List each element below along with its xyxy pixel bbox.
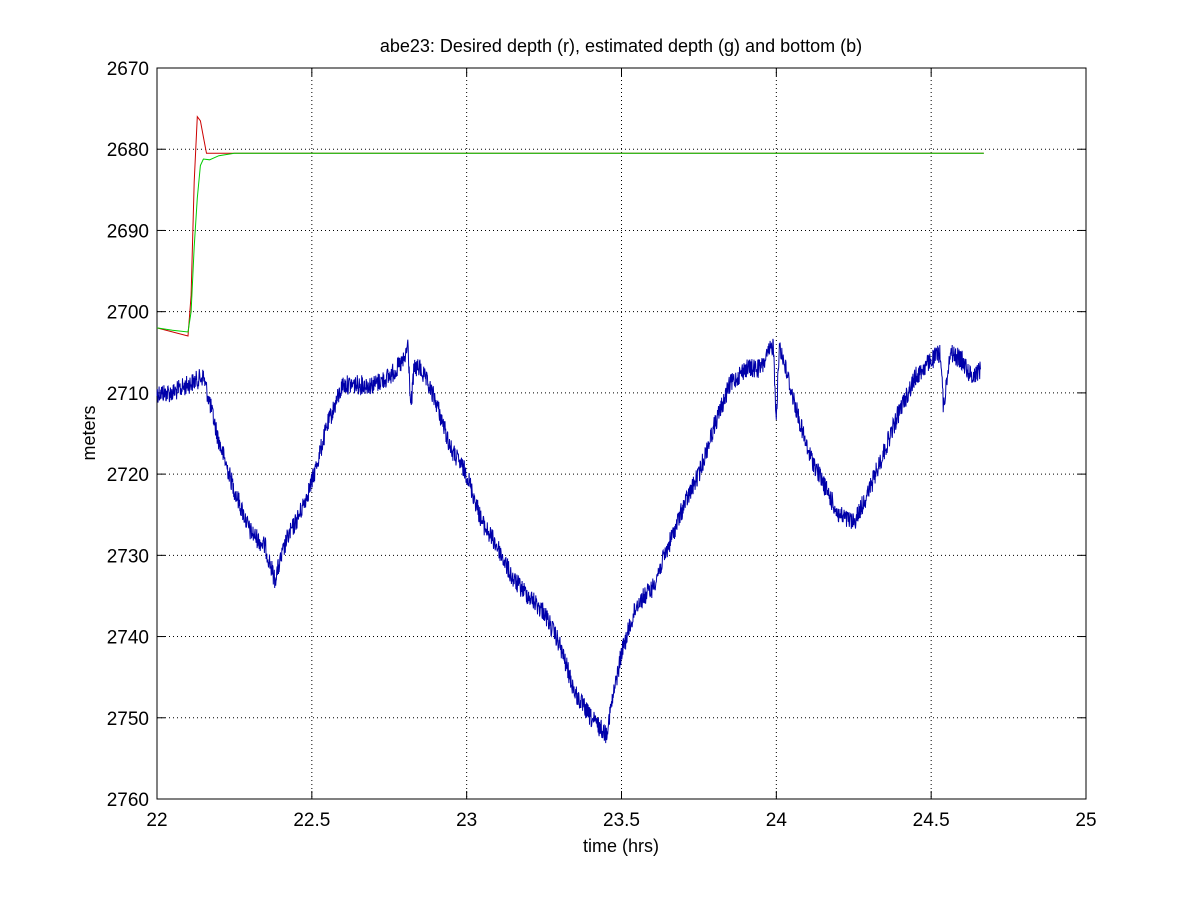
y-tick-label: 2680 [107,140,149,161]
x-tick-label: 24 [766,810,788,831]
grid-lines [157,68,1086,799]
series-line-2 [156,152,984,333]
y-axis-label: meters [79,405,99,460]
x-tick-label: 22.5 [293,810,330,831]
series-line-0 [156,338,982,744]
y-tick-label: 2710 [107,384,149,405]
y-tick-label: 2730 [107,546,149,567]
y-tick-label: 2750 [107,709,149,730]
y-tick-label: 2720 [107,465,149,486]
x-tick-label: 22 [146,810,167,831]
x-tick-label: 23.5 [603,810,640,831]
y-tick-label: 2740 [107,628,149,649]
y-tick-label: 2700 [107,303,149,324]
chart-title: abe23: Desired depth (r), estimated dept… [380,36,862,56]
y-tick-label: 2690 [107,221,149,242]
data-series [156,115,984,744]
x-tick-label: 24.5 [913,810,950,831]
y-tick-label: 2670 [107,59,149,80]
y-tick-label: 2760 [107,790,149,811]
axis-ticks: 22 22.5 23 23.5 24 24.5 25 2670 2680 2690 2700 2710… [107,59,1097,831]
x-tick-label: 25 [1075,810,1096,831]
x-axis-label: time (hrs) [583,836,659,856]
x-tick-label: 23 [456,810,477,831]
